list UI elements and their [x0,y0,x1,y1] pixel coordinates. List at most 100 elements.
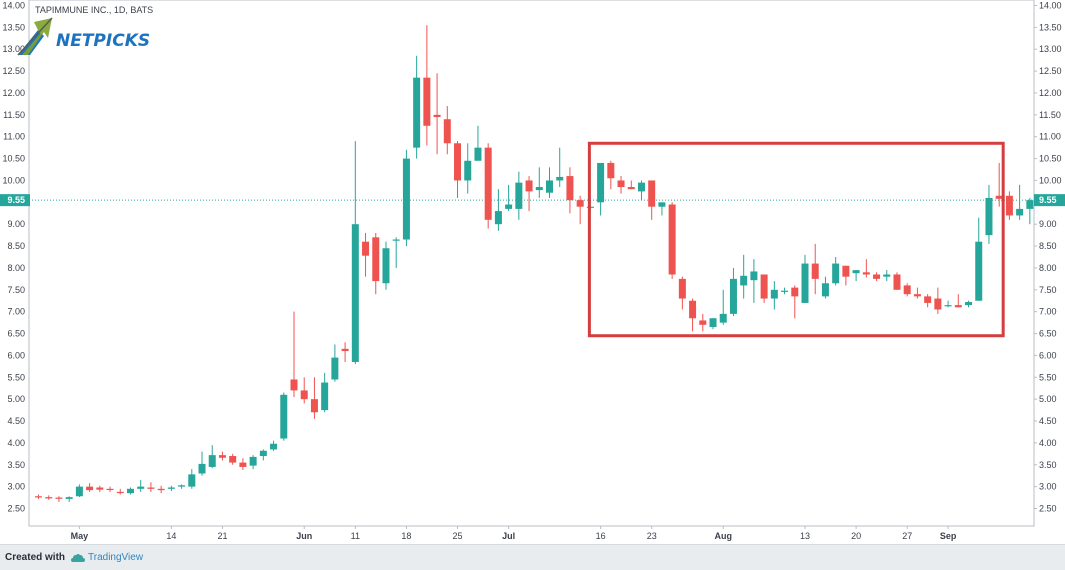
left-y-tick-label: 5.00 [7,394,25,404]
x-tick-label: Jul [502,531,515,541]
candle [658,202,666,216]
candle-body [198,463,206,474]
candle [208,445,216,469]
candle [637,180,645,201]
candle [310,377,318,419]
right-y-tick-label: 4.50 [1039,416,1057,426]
candle-body [944,305,952,307]
candle-body [1026,200,1034,209]
candle-body [310,399,318,413]
netpicks-logo: NETPICKS [17,17,150,56]
tradingview-cloud-icon[interactable] [71,553,86,563]
candle [750,259,758,303]
candle [239,458,247,471]
x-tick-label: Jun [296,531,312,541]
left-y-tick-label: 6.50 [7,329,25,339]
candle [382,241,390,290]
tradingview-link[interactable]: TradingView [88,552,144,563]
left-y-tick-label: 10.50 [2,154,25,164]
candle-body [484,147,492,220]
candle [300,377,308,404]
x-tick-label: 14 [166,531,176,541]
candle [372,232,380,295]
right-y-tick-label: 8.00 [1039,263,1057,273]
candle [351,141,359,365]
right-y-tick-label: 4.00 [1039,438,1057,448]
candle [689,298,697,332]
candle [546,167,553,198]
candle-body [494,211,502,225]
x-tick-label: 23 [647,531,657,541]
candle [617,176,625,194]
candle [198,451,206,476]
plot-area [28,0,1035,527]
candle-body [239,462,247,467]
candle [770,281,778,310]
candle [903,283,911,297]
candle-body [689,300,697,319]
x-tick-label: 18 [401,531,411,541]
right-y-tick-label: 2.50 [1039,504,1057,514]
candle-body [556,176,564,181]
right-y-tick-label: 8.50 [1039,241,1057,251]
candle-body [433,114,441,118]
candle [484,143,492,229]
candle-body [607,162,615,179]
candle-body [729,278,737,314]
left-y-tick-label: 4.00 [7,438,25,448]
right-y-tick-label: 10.50 [1039,154,1062,164]
candle-body [668,204,676,275]
candle [454,141,462,198]
candle-body [116,491,124,494]
right-y-tick-label: 13.50 [1039,22,1062,32]
netpicks-logo-text: NETPICKS [56,31,150,51]
candle [494,189,502,231]
candle [760,274,768,303]
candle [668,202,676,279]
right-price-marker: 9.55 [1034,194,1065,207]
candle-body [852,270,860,274]
created-with-label: Created with [5,552,66,563]
candle-body [515,182,523,209]
candle [985,184,993,244]
candle-body [382,248,390,284]
x-tick-label: Sep [940,531,957,541]
candle [924,294,932,308]
candlestick-chart: 2.50 3.00 3.50 4.00 4.50 5.00 5.50 6.00 6.50 7.00… [0,0,1065,541]
right-y-tick-label: 13.00 [1039,44,1062,54]
candle-body [525,180,533,192]
candle [229,453,237,465]
left-y-tick-label: 5.50 [7,372,25,382]
candle-body [423,77,431,126]
x-tick-label: 21 [217,531,227,541]
left-y-tick-label: 4.50 [7,416,25,426]
candle [157,485,165,494]
candle [699,313,707,332]
candle-body [454,143,462,181]
right-y-tick-label: 12.50 [1039,66,1062,76]
left-y-tick-label: 3.00 [7,482,25,492]
right-y-tick-label: 11.00 [1039,132,1061,142]
candle-body [954,305,962,308]
candle-body [546,180,553,193]
candle-body [699,320,707,325]
right-y-tick-label: 5.50 [1039,372,1057,382]
candle [290,311,298,397]
candle-body [106,488,114,491]
candle-body [178,485,186,487]
right-y-tick-label: 3.50 [1039,460,1057,470]
left-price-marker-label: 9.55 [7,195,25,205]
candle [75,484,83,498]
candle-body [362,241,370,256]
candle-body [658,202,666,207]
candle [188,469,196,489]
left-y-tick-label: 2.50 [7,504,25,514]
left-y-tick-label: 10.00 [2,175,25,185]
candle-body [883,274,891,277]
candle [648,180,656,220]
candle-body [770,289,778,299]
candle-body [351,224,359,362]
candle-body [597,162,605,203]
candle [45,495,53,500]
